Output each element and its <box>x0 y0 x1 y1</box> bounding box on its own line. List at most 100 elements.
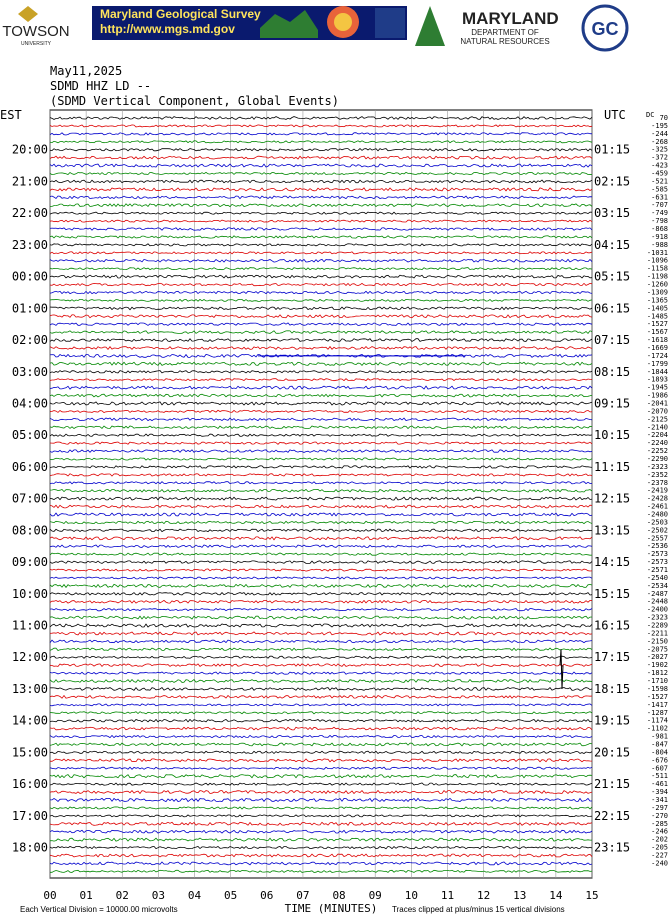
trace-offset: -297 <box>651 804 668 812</box>
trace-offset: -798 <box>651 217 668 225</box>
trace-offset: -2378 <box>647 479 668 487</box>
trace-offset: -2323 <box>647 463 668 471</box>
x-tick-label: 11 <box>441 889 454 902</box>
trace-offset: -227 <box>651 851 668 859</box>
trace-offset: -2540 <box>647 574 668 582</box>
trace-offset: -1669 <box>647 344 668 352</box>
mgs-banner: Maryland Geological Survey http://www.mg… <box>92 6 407 40</box>
trace-offset: -1198 <box>647 273 668 281</box>
trace <box>49 116 593 120</box>
trace <box>49 401 593 406</box>
trace <box>49 560 593 564</box>
component: (SDMD Vertical Component, Global Events) <box>50 94 339 108</box>
est-hour-label: 17:00 <box>12 809 48 823</box>
est-hour-label: 22:00 <box>12 206 48 220</box>
est-hour-label: 09:00 <box>12 555 48 569</box>
x-tick-label: 08 <box>332 889 345 902</box>
trace <box>49 473 593 477</box>
trace <box>49 306 593 311</box>
utc-hour-label: 14:15 <box>594 555 630 569</box>
trace <box>49 298 593 302</box>
trace <box>49 623 593 628</box>
trace <box>49 393 593 398</box>
university-text: UNIVERSITY <box>21 41 52 47</box>
trace <box>49 179 593 184</box>
x-tick-label: 12 <box>477 889 490 902</box>
trace <box>49 631 593 636</box>
maryland-text: MARYLAND <box>462 9 559 28</box>
trace <box>49 290 593 295</box>
trace <box>49 378 593 382</box>
utc-hour-label: 13:15 <box>594 523 630 537</box>
trace <box>49 789 593 795</box>
est-hour-label: 18:00 <box>12 841 48 855</box>
trace <box>49 552 593 556</box>
trace-offset: -1567 <box>647 328 668 336</box>
trace-offset: -2400 <box>647 606 668 614</box>
trace-offset: -325 <box>651 146 668 154</box>
trace-offset: -2571 <box>647 566 668 574</box>
trace-offset: -2428 <box>647 495 668 503</box>
x-tick-label: 03 <box>152 889 165 902</box>
utc-hour-label: 02:15 <box>594 174 630 188</box>
trace-offset: -1598 <box>647 685 668 693</box>
est-hour-label: 03:00 <box>12 365 48 379</box>
trace <box>50 203 593 208</box>
trace <box>49 330 593 334</box>
trace-offset: -2211 <box>647 629 668 637</box>
trace-offset: -1618 <box>647 336 668 344</box>
x-tick-label: 14 <box>549 889 563 902</box>
trace <box>49 496 593 501</box>
trace <box>49 592 593 596</box>
trace <box>49 409 593 414</box>
trace-offset: -2150 <box>647 637 668 645</box>
trace <box>49 187 593 192</box>
trace-offset: -918 <box>651 233 668 241</box>
utc-hour-label: 23:15 <box>594 841 630 855</box>
trace <box>49 861 593 866</box>
trace <box>49 711 593 715</box>
trace-offset: -749 <box>651 209 668 217</box>
trace-offset: -2027 <box>647 653 668 661</box>
trace-offset: -2573 <box>647 550 668 558</box>
trace <box>49 195 593 200</box>
trace <box>49 457 593 461</box>
trace-offset: -459 <box>651 170 668 178</box>
trace <box>49 488 593 493</box>
trace <box>49 314 593 319</box>
trace <box>49 322 593 326</box>
trace <box>49 647 593 652</box>
trace <box>49 845 593 850</box>
dnr-logo: MARYLAND DEPARTMENT OF NATURAL RESOURCES <box>415 6 559 46</box>
trace-offset: -2487 <box>647 590 668 598</box>
utc-hour-label: 05:15 <box>594 270 630 284</box>
x-tick-label: 10 <box>405 889 418 902</box>
trace-offset: -1174 <box>647 717 668 725</box>
utc-hour-label: 16:15 <box>594 619 630 633</box>
trace <box>49 504 593 509</box>
utc-hour-label: 09:15 <box>594 396 630 410</box>
trace-offset: -707 <box>651 201 668 209</box>
x-tick-label: 13 <box>513 889 526 902</box>
trace-offset: -2536 <box>647 542 668 550</box>
trace-offset: -1102 <box>647 725 668 733</box>
trace <box>49 124 593 128</box>
x-title: TIME (MINUTES) <box>285 902 378 915</box>
trace-offset: -2290 <box>647 455 668 463</box>
trace-offset: -1527 <box>647 320 668 328</box>
x-tick-label: 04 <box>188 889 202 902</box>
trace-offset: -2289 <box>647 622 668 630</box>
x-tick-label: 02 <box>116 889 129 902</box>
utc-hour-label: 04:15 <box>594 238 630 252</box>
trace-offset: 70 <box>660 114 668 122</box>
trace <box>49 814 593 818</box>
est-hour-label: 20:00 <box>12 143 48 157</box>
utc-hour-label: 03:15 <box>594 206 630 220</box>
trace-offset: -2041 <box>647 399 668 407</box>
trace <box>49 171 593 176</box>
trace-offset: -268 <box>651 138 668 146</box>
utc-hour-label: 07:15 <box>594 333 630 347</box>
trace-offset: -1844 <box>647 368 668 376</box>
trace-offset: -631 <box>651 193 668 201</box>
mgs-title: Maryland Geological Survey <box>100 7 261 21</box>
